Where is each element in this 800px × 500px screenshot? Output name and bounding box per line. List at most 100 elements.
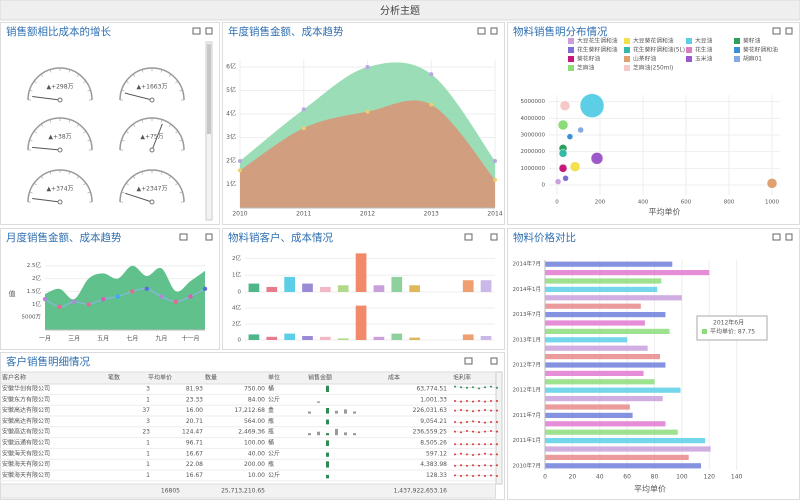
point [493,159,497,164]
export-icon[interactable] [464,233,473,241]
legend-swatch [624,38,630,44]
cell: 安徽高达有限公司 [2,406,50,414]
bar [545,412,633,418]
x-tick-label: 五月 [97,336,109,343]
legend-label: 玉米油 [695,55,713,63]
spark-dot [484,464,486,467]
x-tick-label: 2010 [232,211,247,218]
spark-dot [478,453,480,456]
spark-dot [460,431,462,434]
bar [462,280,474,292]
gauge-hub [57,199,63,205]
gauge-tick [121,191,125,194]
cell: 4,383.98 [420,461,447,468]
gauge-tick [83,80,87,84]
export-icon[interactable] [772,27,781,35]
point [42,296,48,302]
column-header: 销售金额 [308,374,332,382]
point [57,304,62,310]
spark-dot [496,475,498,477]
scroll-thumb[interactable] [207,44,211,134]
page-title: 分析主题 [380,4,420,17]
expand-icon[interactable] [785,233,793,241]
x-tick-label: 2011 [296,211,311,218]
cell: 1 [146,450,150,457]
cell: 128.33 [426,472,447,479]
bar [302,283,313,292]
bar [545,429,678,435]
bubble [590,152,604,165]
expand-icon[interactable] [205,27,213,35]
point [301,126,306,131]
gauge-tick [141,69,144,73]
cell: 8,505.26 [420,440,447,447]
expand-icon[interactable] [490,27,498,35]
export-icon[interactable] [192,27,201,35]
bar [545,345,648,351]
spark-bar [326,440,329,446]
point [429,72,434,77]
gauge-hub [57,97,63,103]
spark-dot [466,421,468,423]
spark-dot [466,400,468,402]
spark-bar [308,411,311,414]
gauge-tick [141,171,144,175]
spark-dot [478,464,480,467]
gauge-tick [29,139,33,142]
legend-swatch [734,56,740,62]
export-icon[interactable] [772,233,781,241]
bar [545,261,673,267]
spark-line [454,430,498,433]
spark-dot [466,464,468,467]
spark-bar [326,452,329,457]
spark-dot [478,387,480,390]
gauge-tick [125,130,129,134]
export-icon[interactable] [477,27,486,35]
cell: 瓶 [268,428,274,436]
expand-icon[interactable] [490,233,498,241]
expand-icon[interactable] [785,27,793,35]
spark-dot [466,474,468,477]
cell: 63,774.51 [416,386,447,393]
spark-dot [496,400,498,402]
spark-dot [460,400,462,403]
cell: 17,212.68 [234,407,265,414]
gauge-tick [40,175,44,179]
spark-dot [478,421,480,423]
y-tick-label: 1亿 [32,300,41,308]
gauge-label: ▲+298万 [46,84,73,91]
gauge-tick [125,80,129,84]
cell: 1 [146,396,150,403]
gauge-hub [149,147,155,153]
tooltip-title: 2012年6月 [713,319,744,327]
gauge-hub [57,147,63,153]
expand-icon[interactable] [205,233,213,241]
tooltip [696,315,768,341]
spark-dot [472,475,474,477]
scrollbar[interactable] [495,371,503,485]
gauge-tick [175,80,179,84]
export-icon[interactable] [179,233,188,241]
x-tick-label: 400 [638,200,649,206]
bar [545,454,689,460]
spark-dot [466,453,468,456]
cell: 瓶 [268,417,274,425]
spark-dot [460,475,462,477]
column-header: 数量 [205,374,217,382]
spark-dot [460,421,462,424]
spark-dot [478,431,480,434]
spark-dot [460,464,462,467]
gauge-label: ▲+38万 [48,134,71,141]
expand-icon[interactable] [490,357,498,365]
spark-dot [490,464,492,467]
export-icon[interactable] [464,357,473,365]
panel-title: 物料销客户、成本情况 [228,231,333,244]
gauge-tick [168,73,172,77]
gauge-needle [32,197,61,203]
gauge-tick [40,123,44,127]
gauge-tick [68,171,71,175]
x-tick-label: 140 [731,474,743,481]
spark-dot [490,421,492,423]
y-tick-label: 4亿 [232,304,241,312]
column-header: 客户名称 [2,374,26,382]
